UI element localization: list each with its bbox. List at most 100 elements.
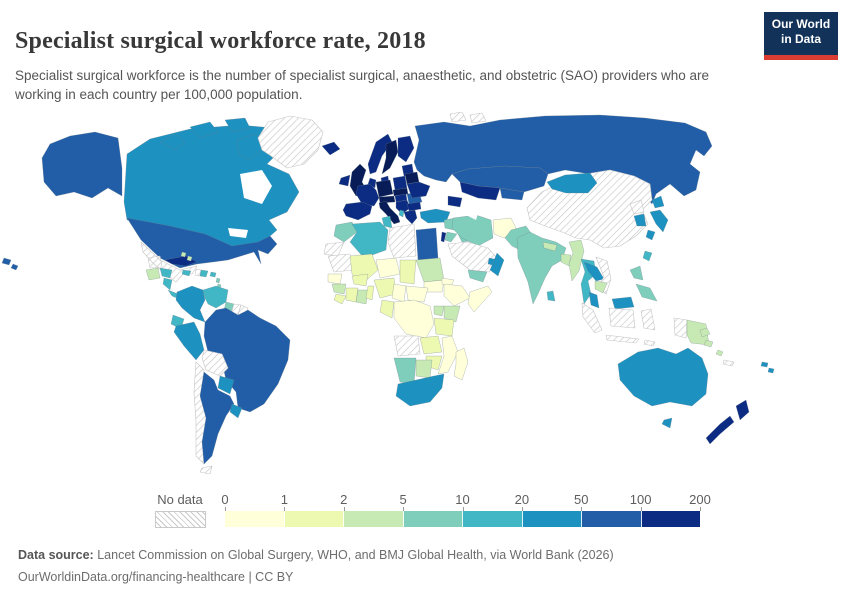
legend-bin-10-20[interactable] xyxy=(463,511,523,527)
country-cameroon[interactable] xyxy=(391,283,407,303)
country-fiji[interactable] xyxy=(760,361,775,374)
country-south-africa[interactable] xyxy=(395,373,445,407)
country-philippines[interactable] xyxy=(629,265,658,302)
country-guatemala[interactable] xyxy=(145,267,161,281)
country-hawaii[interactable] xyxy=(1,257,19,271)
country-sierra-leone-liberia[interactable] xyxy=(333,293,347,305)
country-germany[interactable] xyxy=(375,179,394,198)
legend-bin-0-1[interactable] xyxy=(225,511,285,527)
country-ethiopia[interactable] xyxy=(443,283,471,307)
country-venezuela[interactable] xyxy=(202,285,229,309)
country-yemen[interactable] xyxy=(467,269,488,283)
country-france[interactable] xyxy=(355,183,380,207)
country-svalbard[interactable] xyxy=(449,112,487,124)
country-poland[interactable] xyxy=(392,175,408,191)
country-uruguay[interactable] xyxy=(229,403,243,419)
country-australia[interactable] xyxy=(617,347,709,429)
country-new-caledonia[interactable] xyxy=(722,359,735,367)
country-puerto-rico[interactable] xyxy=(209,271,217,278)
country-kenya[interactable] xyxy=(443,305,461,323)
country-argentina[interactable] xyxy=(199,371,235,465)
country-egypt[interactable] xyxy=(415,227,439,261)
country-sudan[interactable] xyxy=(415,257,445,283)
country-niger[interactable] xyxy=(375,257,401,279)
country-japan[interactable] xyxy=(645,195,669,241)
country-jordan[interactable] xyxy=(444,231,458,243)
country-kyrgyzstan-tajikistan[interactable] xyxy=(499,187,525,201)
country-mongolia[interactable] xyxy=(546,172,598,194)
legend-no-data-swatch[interactable] xyxy=(155,511,206,528)
country-somalia[interactable] xyxy=(467,285,493,313)
country-botswana[interactable] xyxy=(415,359,433,379)
country-malaysia[interactable] xyxy=(588,291,635,310)
country-algeria[interactable] xyxy=(349,221,389,259)
country-sri-lanka[interactable] xyxy=(546,290,556,302)
country-indonesia[interactable] xyxy=(581,302,688,347)
country-usa-alaska[interactable] xyxy=(41,131,123,199)
country-iberia[interactable] xyxy=(342,201,373,221)
country-switzerland-austria[interactable] xyxy=(378,195,396,204)
country-myanmar[interactable] xyxy=(568,239,585,282)
country-north-korea[interactable] xyxy=(629,199,645,215)
country-bahamas[interactable] xyxy=(180,251,193,262)
country-caucasus[interactable] xyxy=(447,195,463,208)
country-honduras[interactable] xyxy=(159,267,173,279)
country-guinea[interactable] xyxy=(331,283,347,295)
country-ireland[interactable] xyxy=(338,174,351,187)
country-bangladesh[interactable] xyxy=(560,253,572,267)
country-laos[interactable] xyxy=(583,261,605,282)
country-congo-gabon[interactable] xyxy=(379,299,395,319)
country-israel[interactable] xyxy=(440,231,447,243)
country-burkina-faso[interactable] xyxy=(351,273,369,287)
country-bulgaria[interactable] xyxy=(406,201,422,212)
legend-bin-20-50[interactable] xyxy=(522,511,582,527)
country-morocco[interactable] xyxy=(333,221,358,243)
country-peru[interactable] xyxy=(173,321,205,361)
country-ghana[interactable] xyxy=(355,289,369,305)
legend-bin-50-100[interactable] xyxy=(582,511,642,527)
country-vanuatu[interactable] xyxy=(715,349,724,357)
country-saudi-arabia[interactable] xyxy=(447,241,498,273)
country-new-zealand[interactable] xyxy=(705,399,750,445)
country-albania[interactable] xyxy=(398,209,405,218)
country-netherlands-belgium[interactable] xyxy=(367,177,377,189)
country-libya[interactable] xyxy=(387,223,417,259)
country-tanzania[interactable] xyxy=(433,317,455,337)
country-oman[interactable] xyxy=(489,252,505,277)
country-uzbekistan-turkmenistan[interactable] xyxy=(459,181,501,201)
country-india[interactable] xyxy=(516,231,567,305)
country-ukraine[interactable] xyxy=(406,181,431,199)
country-uganda[interactable] xyxy=(433,305,445,317)
country-sweden[interactable] xyxy=(381,139,399,175)
country-drc[interactable] xyxy=(393,299,435,339)
legend-bin-1-2[interactable] xyxy=(284,511,344,527)
country-papua-new-guinea[interactable] xyxy=(686,319,710,346)
owid-logo[interactable]: Our World in Data xyxy=(764,12,838,60)
country-benin-togo[interactable] xyxy=(365,285,375,301)
country-dominican-republic[interactable] xyxy=(199,269,209,278)
country-solomon-islands[interactable] xyxy=(699,327,714,348)
country-nepal[interactable] xyxy=(542,241,558,252)
country-angola[interactable] xyxy=(393,335,421,357)
country-iceland[interactable] xyxy=(321,141,341,156)
country-central-african-republic[interactable] xyxy=(405,285,429,303)
legend-bin-100-200[interactable] xyxy=(641,511,700,527)
country-colombia[interactable] xyxy=(175,285,206,323)
country-cambodia[interactable] xyxy=(594,280,608,294)
country-finland[interactable] xyxy=(397,135,415,163)
country-taiwan[interactable] xyxy=(642,250,653,262)
country-paraguay[interactable] xyxy=(217,375,235,395)
country-mozambique[interactable] xyxy=(437,335,459,375)
country-western-sahara[interactable] xyxy=(323,241,345,257)
country-zambia[interactable] xyxy=(419,335,443,355)
country-iran[interactable] xyxy=(451,214,494,247)
legend-bin-2-5[interactable] xyxy=(344,511,404,527)
country-italy[interactable] xyxy=(378,200,401,225)
country-jamaica[interactable] xyxy=(181,269,192,277)
country-nicaragua[interactable] xyxy=(162,277,173,291)
country-usa[interactable] xyxy=(126,217,278,269)
country-greece[interactable] xyxy=(403,209,418,225)
country-chad[interactable] xyxy=(399,259,417,285)
country-south-korea[interactable] xyxy=(633,213,647,227)
country-greenland[interactable] xyxy=(257,115,324,169)
